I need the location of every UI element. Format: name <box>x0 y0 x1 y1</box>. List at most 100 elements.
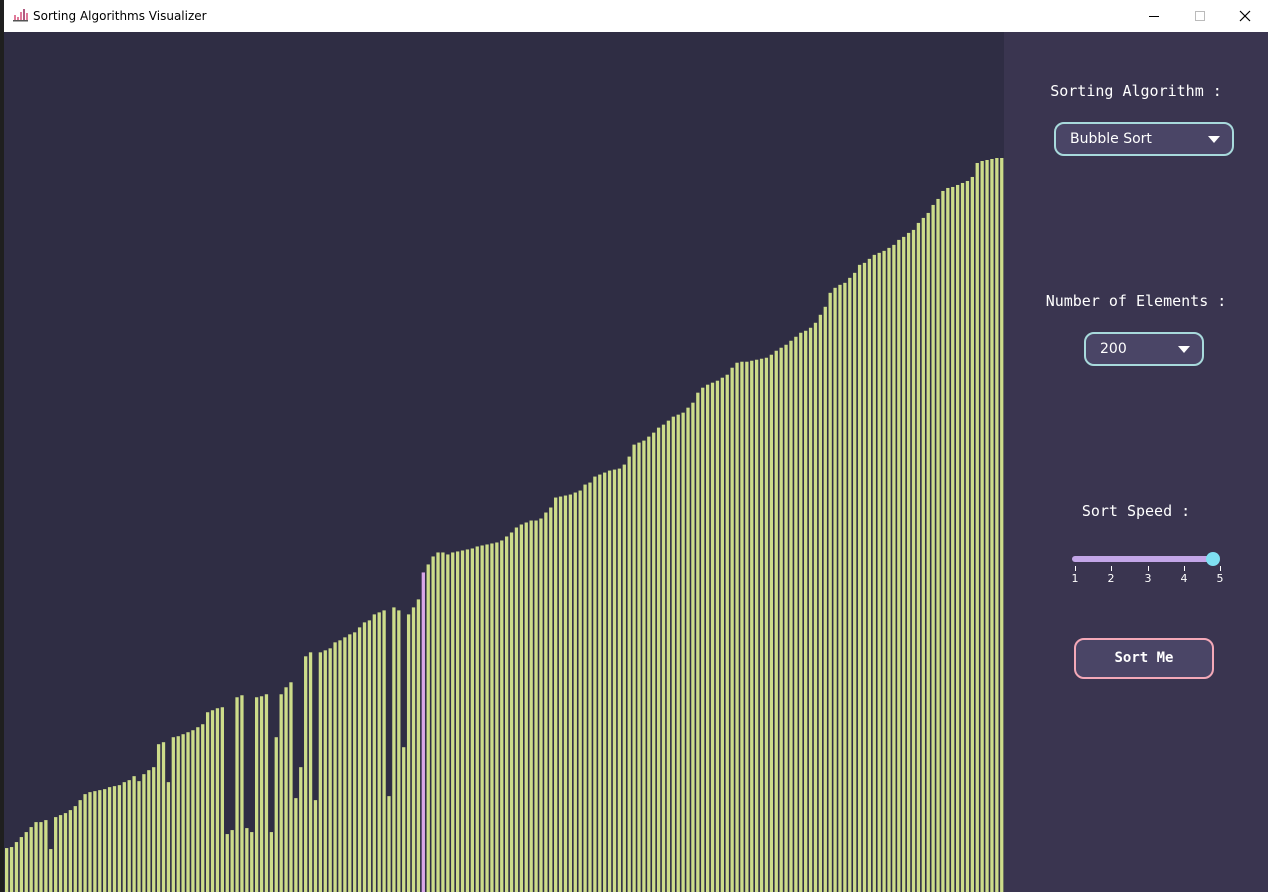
bar <box>769 354 774 892</box>
bar <box>720 377 724 892</box>
bar <box>1000 158 1004 892</box>
bar <box>617 468 622 892</box>
bar <box>666 420 671 892</box>
bar <box>171 737 175 892</box>
slider-tick <box>1111 566 1112 571</box>
minimize-button[interactable] <box>1131 0 1177 32</box>
bar <box>514 527 519 892</box>
bar <box>333 642 337 892</box>
bar <box>985 160 989 892</box>
bar <box>73 806 77 892</box>
slider-thumb[interactable] <box>1206 552 1220 566</box>
bar <box>455 551 460 892</box>
bar <box>563 495 568 892</box>
sorting-canvas <box>4 32 1004 892</box>
bar <box>308 652 313 892</box>
bar <box>279 694 283 892</box>
bar <box>78 800 82 892</box>
bar <box>705 384 710 892</box>
bar <box>838 284 842 892</box>
bar <box>740 361 744 892</box>
slider-tick-label: 5 <box>1216 572 1224 585</box>
bar <box>299 767 303 892</box>
bar <box>304 656 308 892</box>
bar <box>818 314 823 892</box>
bar <box>441 552 445 892</box>
bar <box>122 782 126 892</box>
maximize-button[interactable] <box>1177 0 1223 32</box>
bar <box>112 786 117 892</box>
bar <box>509 532 514 892</box>
bar <box>49 849 53 892</box>
bar <box>426 564 430 892</box>
bar <box>853 272 857 892</box>
bar <box>54 817 58 892</box>
bar <box>965 180 970 892</box>
bar <box>936 198 940 892</box>
speed-slider[interactable]: 1 2 3 4 5 <box>1068 544 1224 585</box>
bar <box>931 204 935 892</box>
bar <box>436 552 440 892</box>
bar <box>107 787 112 892</box>
bar <box>117 785 122 892</box>
bar <box>573 492 577 892</box>
bar <box>431 556 435 892</box>
bar <box>980 161 984 892</box>
bar <box>39 822 43 892</box>
elements-dropdown[interactable]: 200 <box>1084 332 1204 366</box>
bar <box>313 800 318 892</box>
bar <box>549 507 553 892</box>
bar <box>715 380 720 892</box>
bar <box>710 382 715 892</box>
bar <box>588 482 592 892</box>
bar <box>446 554 450 892</box>
bar <box>647 436 651 892</box>
bar <box>166 782 171 892</box>
bar <box>872 254 876 892</box>
bar <box>857 264 862 892</box>
algorithm-dropdown[interactable]: Bubble Sort <box>1054 122 1234 156</box>
bar <box>779 347 783 892</box>
bar <box>544 512 548 892</box>
bar <box>9 847 14 892</box>
bar <box>24 832 28 892</box>
bar <box>681 412 685 892</box>
bar <box>328 648 332 892</box>
bar <box>495 542 499 892</box>
bar <box>294 798 298 892</box>
bar <box>402 747 406 892</box>
slider-track[interactable] <box>1072 556 1216 562</box>
bar <box>323 650 327 892</box>
bar <box>255 697 259 892</box>
bar <box>735 362 739 892</box>
bar <box>583 484 587 892</box>
bar <box>906 232 911 892</box>
bar <box>534 520 538 892</box>
slider-tick-label: 4 <box>1180 572 1188 585</box>
bar <box>676 414 680 892</box>
window-title: Sorting Algorithms Visualizer <box>33 9 207 23</box>
bar <box>745 361 749 892</box>
bar <box>191 730 195 892</box>
close-button[interactable] <box>1222 0 1268 32</box>
title-bar[interactable]: Sorting Algorithms Visualizer <box>4 0 1268 32</box>
bar <box>902 236 906 892</box>
bar <box>612 469 617 892</box>
bar <box>887 247 891 892</box>
bar <box>696 392 700 892</box>
slider-tick-label: 3 <box>1144 572 1152 585</box>
bar <box>652 432 656 892</box>
bar <box>764 357 769 892</box>
speed-label: Sort Speed : <box>1081 502 1191 520</box>
bar <box>137 781 141 892</box>
sort-button[interactable]: Sort Me <box>1074 638 1214 679</box>
bar <box>637 442 641 892</box>
elements-label: Number of Elements : <box>1045 292 1227 310</box>
bar <box>29 827 33 892</box>
bar <box>210 710 215 892</box>
bar <box>181 734 185 892</box>
bar <box>392 607 396 892</box>
bar <box>490 543 494 892</box>
bar <box>558 496 563 892</box>
bar <box>995 158 999 892</box>
